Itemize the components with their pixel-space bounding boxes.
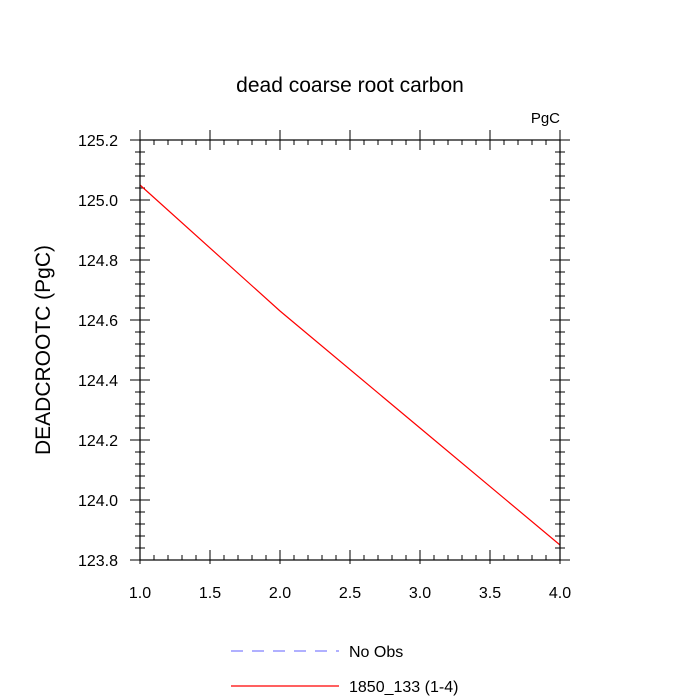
y-tick-label: 124.8: [78, 253, 118, 270]
chart-title: dead coarse root carbon: [236, 74, 464, 97]
x-tick-label: 1.5: [199, 585, 221, 602]
legend-label: 1850_133 (1-4): [349, 679, 458, 696]
x-tick-labels: 1.0 1.5 2.0 2.5 3.0 3.5 4.0: [129, 585, 571, 602]
x-tick-label: 1.0: [129, 585, 151, 602]
y-tick-label: 125.2: [78, 133, 118, 150]
units-label: PgC: [531, 110, 560, 127]
y-axis-label: DEADCROOTC (PgC): [32, 245, 55, 455]
x-tick-label: 2.0: [269, 585, 291, 602]
x-tick-marks: [139, 130, 561, 564]
y-tick-label: 124.2: [78, 433, 118, 450]
y-tick-label: 124.0: [78, 493, 118, 510]
x-tick-label: 3.0: [409, 585, 431, 602]
plot-frame: [139, 139, 561, 561]
y-tick-label: 125.0: [78, 193, 118, 210]
x-tick-label: 2.5: [339, 585, 361, 602]
y-tick-marks: [130, 139, 570, 561]
y-tick-label: 124.6: [78, 313, 118, 330]
legend: No Obs 1850_133 (1-4): [231, 644, 458, 696]
y-tick-label: 124.4: [78, 373, 118, 390]
series-layer: [139, 184, 561, 546]
series-line: [139, 184, 561, 546]
x-tick-label: 4.0: [549, 585, 571, 602]
legend-label: No Obs: [349, 644, 403, 661]
y-tick-labels: 123.8 124.0 124.2 124.4 124.6 124.8 125.0 125.2: [78, 133, 118, 570]
y-tick-label: 123.8: [78, 553, 118, 570]
x-tick-label: 3.5: [479, 585, 501, 602]
